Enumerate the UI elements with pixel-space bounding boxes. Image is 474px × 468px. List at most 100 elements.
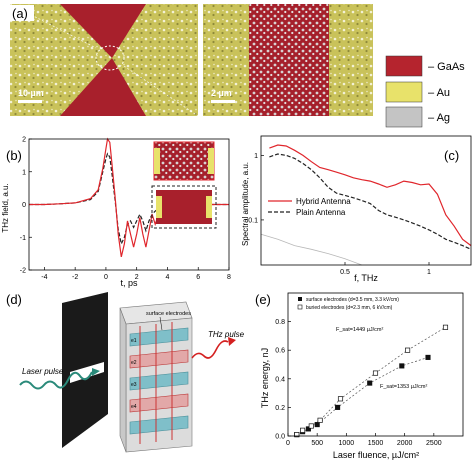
gap-outline bbox=[95, 45, 125, 71]
panel-c-series-line bbox=[269, 153, 472, 250]
panel-b-xlabel: t, ps bbox=[120, 278, 138, 288]
panel-b-ytick-label: 1 bbox=[22, 169, 26, 176]
laser-pulse-label: Laser pulse bbox=[22, 367, 64, 376]
panel-b-xtick-label: 8 bbox=[227, 274, 231, 281]
panel-c-series-line bbox=[269, 144, 472, 247]
micrograph-right: 2 µm bbox=[203, 4, 373, 116]
panel-e-legend: surface electrodes (d=3.5 mm, 3.3 kV/cm)… bbox=[297, 297, 399, 311]
panel-e-data-point bbox=[367, 380, 373, 386]
legend-label-au: – Au bbox=[428, 87, 450, 99]
panel-b-xtick-label: 2 bbox=[135, 274, 139, 281]
inset-plain-antenna bbox=[151, 185, 217, 229]
electrode-label-e4: e4 bbox=[131, 404, 137, 410]
panel-e-data-point bbox=[337, 396, 344, 402]
scalebar-right bbox=[211, 100, 235, 103]
panel-e-xtick-label: 500 bbox=[311, 440, 323, 447]
scalebar-left bbox=[18, 100, 42, 103]
panel-e-ylabel: THz energy, nJ bbox=[260, 348, 270, 408]
electrode-label-e1: e1 bbox=[131, 338, 137, 344]
panel-e-ytick-label: 0.4 bbox=[275, 376, 285, 383]
panel-c-ticks: 0.5 1 0.1 1 bbox=[248, 153, 431, 276]
panel-e-data-point bbox=[425, 354, 431, 360]
panel-e-data-point bbox=[335, 404, 341, 410]
legend-swatch-au bbox=[385, 81, 423, 103]
panel-e-xlabel: Laser fluence, µJ/cm² bbox=[333, 450, 419, 460]
electrode-right-au bbox=[112, 4, 198, 116]
panel-a: 10 µm (a) 2 µm – GaAs – Au – Ag bbox=[9, 3, 465, 128]
scalebar-left-label: 10 µm bbox=[18, 88, 44, 98]
panel-c-series bbox=[260, 144, 472, 266]
electrode-label-e2: e2 bbox=[131, 360, 137, 366]
legend-label-ag: – Ag bbox=[428, 112, 450, 124]
panel-e-data-point bbox=[442, 324, 449, 330]
panel-e-points bbox=[294, 324, 449, 438]
laser-beam bbox=[19, 371, 93, 390]
panel-e-data-point bbox=[305, 426, 311, 432]
panel-a-label: (a) bbox=[12, 6, 28, 21]
panel-e-data-point bbox=[399, 363, 405, 369]
au-strip-right bbox=[329, 4, 373, 116]
panel-e-data-point bbox=[294, 432, 300, 438]
panel-e: (e) THz energy, nJ Laser fluence, µJ/cm²… bbox=[255, 292, 464, 460]
panel-b: (b) THz field, a.u. t, ps -4 -2 0 2 4 6 8 -2 -1 0… bbox=[1, 137, 231, 289]
panel-c-ylabel: Spectral amplitude, a.u. bbox=[241, 162, 250, 246]
panel-e-frame bbox=[287, 292, 464, 437]
panel-b-frame bbox=[28, 138, 230, 271]
panel-c-series-line bbox=[260, 233, 362, 266]
panel-c-xtick-label: 1 bbox=[427, 269, 431, 276]
panel-b-ticks: -4 -2 0 2 4 6 8 -2 -1 0 1 2 bbox=[20, 137, 231, 282]
thz-beam bbox=[191, 340, 229, 359]
electrode-left-au bbox=[10, 4, 112, 116]
panel-e-fit-line bbox=[296, 357, 429, 435]
annotation-fsat-buried: F_sat=1449 µJ/cm² bbox=[336, 327, 384, 333]
panel-e-xtick-label: 2500 bbox=[426, 440, 442, 447]
panel-e-xtick-label: 1500 bbox=[368, 440, 384, 447]
panel-e-xtick-label: 0 bbox=[286, 440, 290, 447]
micrograph-left: 10 µm (a) bbox=[9, 3, 199, 117]
electrode-label-e3: e3 bbox=[131, 382, 137, 388]
panel-b-ylabel: THz field, a.u. bbox=[1, 183, 10, 232]
panel-d-label: (d) bbox=[6, 292, 22, 307]
panel-e-data-point bbox=[308, 423, 314, 429]
panel-e-data-point bbox=[372, 370, 379, 376]
panel-e-label: (e) bbox=[255, 292, 271, 307]
panel-c-label: (c) bbox=[444, 148, 459, 163]
panel-b-ytick-label: -1 bbox=[20, 235, 26, 242]
scalebar-right-label: 2 µm bbox=[211, 88, 232, 98]
panel-e-xtick-label: 1000 bbox=[339, 440, 355, 447]
legend-swatch-ag bbox=[385, 106, 423, 128]
panel-c-ytick-label: 1 bbox=[254, 153, 258, 160]
panel-c-xtick-label: 0.5 bbox=[340, 269, 350, 276]
annotation-fsat-surface: F_sat=1353 µJ/cm² bbox=[380, 384, 428, 390]
legend-buried-electrodes: buried electrodes (d=2.3 mm, 6 kV/cm) bbox=[306, 305, 393, 311]
panel-b-xtick-label: -2 bbox=[72, 274, 78, 281]
legend-surface-electrodes: surface electrodes (d=3.5 mm, 3.3 kV/cm) bbox=[306, 297, 399, 303]
panel-e-data-point bbox=[317, 417, 323, 423]
panel-e-xtick-label: 2000 bbox=[397, 440, 413, 447]
panel-c-xlabel: f, THz bbox=[354, 273, 378, 283]
panel-e-ytick-label: 0.2 bbox=[275, 405, 285, 412]
electrode-stack bbox=[119, 301, 193, 453]
panel-b-ytick-label: -2 bbox=[20, 268, 26, 275]
panel-c: (c) Spectral amplitude, a.u. f, THz 0.5 1… bbox=[241, 135, 472, 283]
panel-e-ytick-label: 0.0 bbox=[275, 434, 285, 441]
material-legend: – GaAs – Au – Ag bbox=[385, 55, 465, 128]
legend-label-gaas: – GaAs bbox=[428, 61, 465, 73]
panel-e-ticks: 0 500 1000 1500 2000 2500 0.0 0.2 0.4 0.6 0.8 bbox=[275, 319, 441, 447]
panel-e-data-point bbox=[314, 422, 320, 428]
panel-c-ytick-label: 0.1 bbox=[248, 217, 258, 224]
panel-e-data-point bbox=[300, 427, 306, 433]
legend-swatch-gaas bbox=[385, 55, 423, 77]
panel-b-xtick-label: 0 bbox=[104, 274, 108, 281]
panel-c-legend: Hybrid Antenna Plain Antenna bbox=[268, 197, 351, 217]
mask-slit bbox=[70, 362, 104, 383]
legend-plain-antenna: Plain Antenna bbox=[296, 208, 346, 217]
panel-c-frame bbox=[260, 135, 472, 266]
panel-b-xtick-label: -4 bbox=[41, 274, 47, 281]
panel-b-xtick-label: 6 bbox=[196, 274, 200, 281]
panel-d: (d) Laser pulse e1 e2 e3 e4 surface elec… bbox=[6, 292, 245, 453]
au-strip-left bbox=[203, 4, 249, 116]
panel-e-data-point bbox=[405, 347, 411, 353]
